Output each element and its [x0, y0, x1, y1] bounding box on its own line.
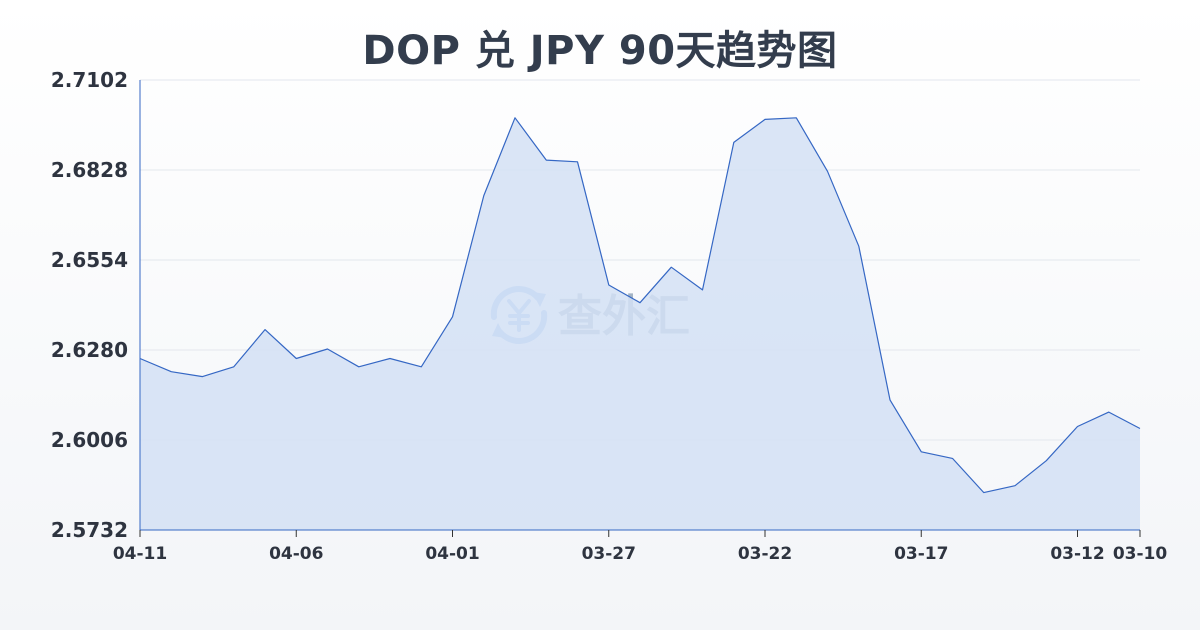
y-tick-label: 2.7102	[51, 68, 128, 92]
y-tick-label: 2.6006	[51, 428, 128, 452]
x-tick-label: 03-27	[582, 544, 636, 564]
x-tick-label: 04-11	[113, 544, 167, 564]
axes	[139, 80, 1140, 531]
x-tick-label: 03-17	[894, 544, 948, 564]
series-line	[139, 117, 1141, 494]
x-tick-label: 04-01	[425, 544, 479, 564]
y-axis-ticks: 2.7102 2.6828 2.6554 2.6280 2.6006 2.5732	[51, 68, 128, 542]
x-tick-label: 03-22	[738, 544, 792, 564]
y-tick-label: 2.6554	[51, 248, 128, 272]
x-tick-label: 03-12	[1050, 544, 1104, 564]
x-tick-label: 03-10	[1113, 544, 1168, 564]
series-area	[140, 117, 1140, 531]
y-tick-label: 2.5732	[51, 518, 128, 542]
x-axis-ticks: 04-11 04-06 04-01 03-27 03-22 03-17 03-12 03-10	[113, 530, 1168, 564]
y-tick-label: 2.6280	[51, 338, 128, 362]
x-tick-label: 04-06	[269, 544, 323, 564]
y-tick-label: 2.6828	[51, 158, 128, 182]
chart-title: DOP 兑 JPY 90天趋势图	[362, 28, 838, 74]
